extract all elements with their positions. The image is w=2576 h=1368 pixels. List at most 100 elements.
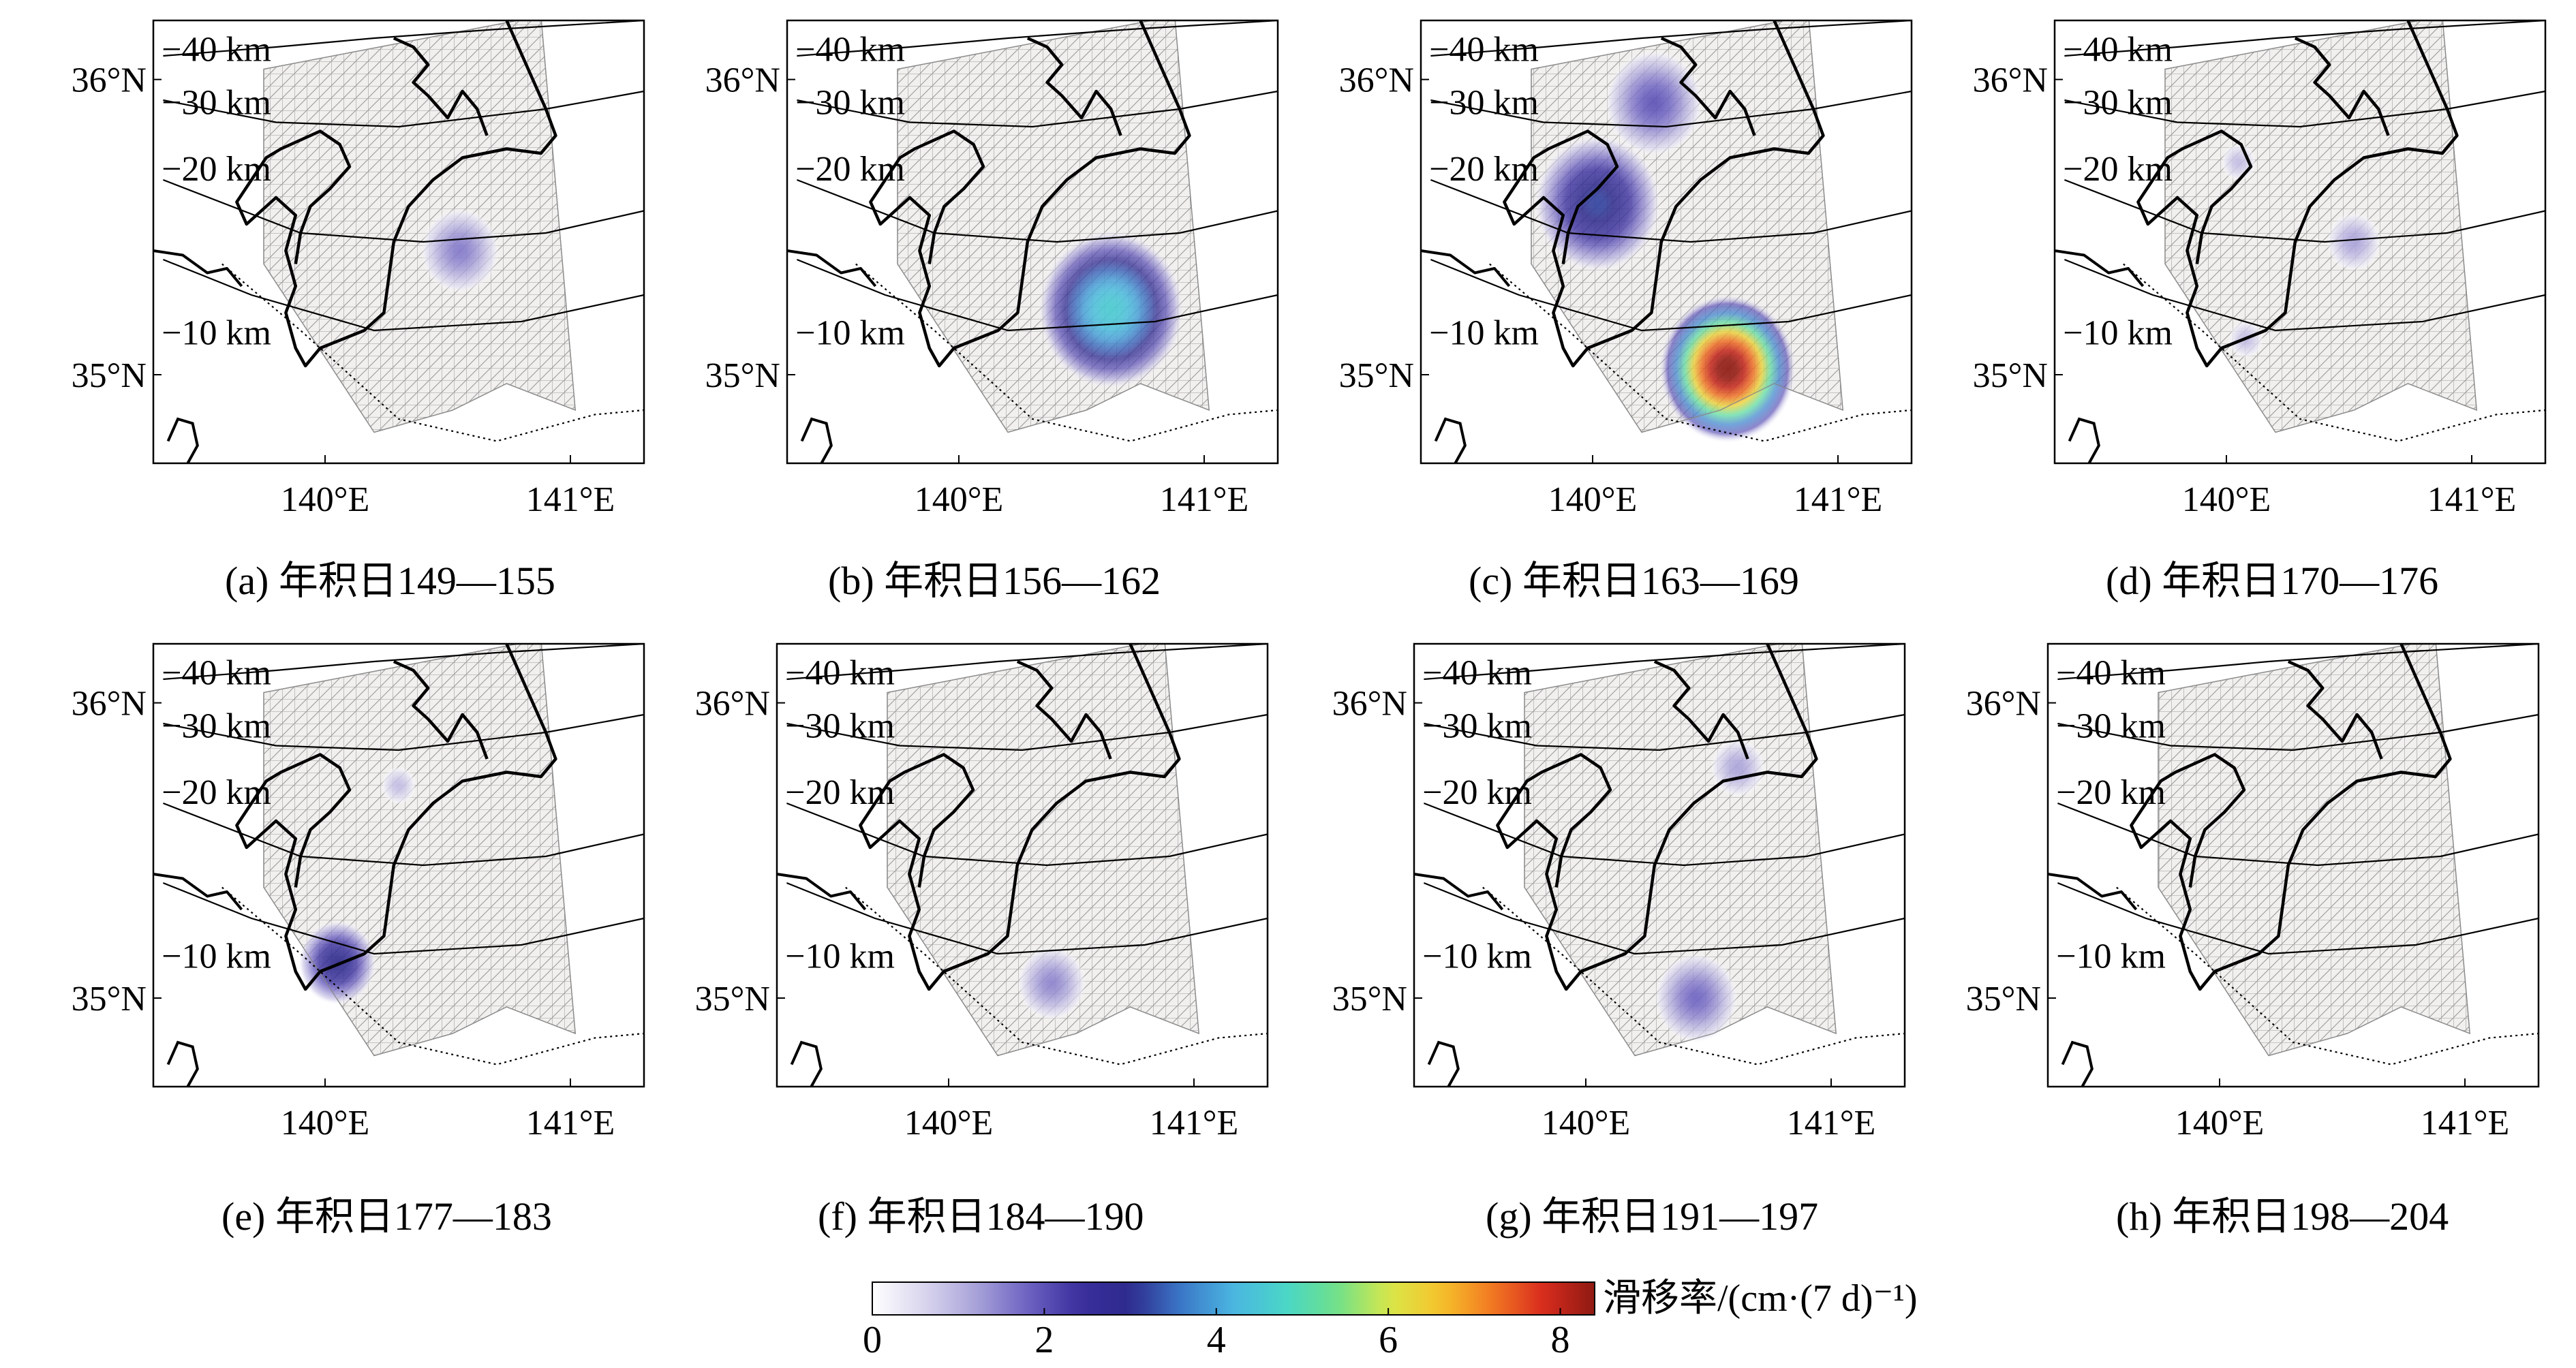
contour-label: −10 km bbox=[795, 314, 905, 353]
contour-label: −10 km bbox=[162, 937, 271, 976]
lat-tick-label: 36°N bbox=[1973, 61, 2048, 100]
lon-tick-label: 140°E bbox=[281, 480, 370, 519]
colorbar: 0 2 4 6 8 滑移率/(cm·(7 d)⁻¹) bbox=[863, 1277, 1918, 1361]
slip-patch bbox=[1654, 952, 1738, 1044]
lat-tick-label: 35°N bbox=[695, 980, 770, 1019]
contour-label: −10 km bbox=[1429, 314, 1539, 353]
lon-tick-label: 140°E bbox=[915, 480, 1004, 519]
caption-g: (g) 年积日191—197 bbox=[1486, 1194, 1819, 1239]
depth-contour bbox=[797, 90, 1278, 128]
contour-label: −40 km bbox=[2056, 654, 2166, 693]
lon-tick-label: 141°E bbox=[526, 1104, 615, 1142]
lon-tick-label: 140°E bbox=[2175, 1104, 2265, 1142]
contour-label: −40 km bbox=[1422, 654, 1532, 693]
slip-patch bbox=[381, 766, 416, 805]
contour-label: −20 km bbox=[162, 150, 271, 189]
contour-label: −20 km bbox=[162, 773, 271, 812]
depth-contour bbox=[786, 644, 1268, 681]
panel-h: −40 km −30 km −20 km −10 km 140°E 141°E 35°N 36… bbox=[1966, 642, 2540, 1142]
panel-b: −40 km −30 km −20 km −10 km 140°E 141°E 35°N 36… bbox=[705, 19, 1279, 519]
lat-tick-label: 36°N bbox=[1332, 685, 1407, 724]
lat-tick-label: 36°N bbox=[695, 685, 770, 724]
slip-patch bbox=[420, 208, 500, 294]
lat-tick-label: 36°N bbox=[1339, 61, 1414, 100]
panel-frame bbox=[776, 642, 1269, 1088]
contour-label: −30 km bbox=[162, 707, 271, 746]
depth-contour bbox=[1430, 20, 1912, 57]
depth-contour bbox=[163, 90, 644, 128]
colorbar-tick-label: 2 bbox=[1034, 1319, 1054, 1361]
depth-contour bbox=[797, 20, 1278, 57]
panel-f: −40 km −30 km −20 km −10 km 140°E 141°E 35°N 36… bbox=[695, 642, 1269, 1142]
slip-patch bbox=[1711, 739, 1765, 797]
lon-tick-label: 141°E bbox=[2421, 1104, 2510, 1142]
lon-tick-label: 141°E bbox=[1150, 1104, 1239, 1142]
contour-label: −10 km bbox=[2063, 314, 2173, 353]
contour-label: −10 km bbox=[162, 314, 271, 353]
coastline bbox=[2130, 644, 2452, 991]
contour-label: −30 km bbox=[785, 707, 895, 746]
depth-contour bbox=[163, 644, 644, 681]
panel-c: −40 km −30 km −20 km −10 km 140°E 141°E 35°N 36… bbox=[1339, 19, 1913, 519]
caption-e: (e) 年积日177—183 bbox=[221, 1194, 552, 1239]
contour-label: −30 km bbox=[1422, 707, 1532, 746]
panel-e: −40 km −30 km −20 km −10 km 140°E 141°E 35°N 36… bbox=[72, 642, 645, 1142]
contour-label: −40 km bbox=[2063, 31, 2173, 69]
contour-label: −20 km bbox=[795, 150, 905, 189]
depth-contour bbox=[786, 882, 1268, 955]
depth-contour bbox=[786, 713, 1268, 751]
panel-d: −40 km −30 km −20 km −10 km 140°E 141°E 35°N 36… bbox=[1973, 19, 2547, 519]
lat-tick-label: 35°N bbox=[705, 356, 780, 395]
colorbar-gradient bbox=[872, 1281, 1595, 1316]
lon-tick-label: 140°E bbox=[281, 1104, 370, 1142]
depth-contour bbox=[162, 882, 644, 955]
lon-tick-label: 141°E bbox=[526, 480, 615, 519]
depth-contour bbox=[163, 20, 644, 57]
depth-contour bbox=[2064, 20, 2545, 57]
lat-tick-label: 36°N bbox=[72, 61, 147, 100]
contour-label: −40 km bbox=[795, 31, 905, 69]
depth-contour bbox=[1430, 258, 1912, 332]
caption-a: (a) 年积日149—155 bbox=[225, 559, 555, 603]
panel-g: −40 km −30 km −20 km −10 km 140°E 141°E 35°N 36… bbox=[1332, 642, 1906, 1142]
panel-frame bbox=[152, 642, 645, 1088]
depth-contour bbox=[2057, 713, 2539, 751]
colorbar-tick-label: 0 bbox=[863, 1319, 882, 1361]
colorbar-label: 滑移率/(cm·(7 d)⁻¹) bbox=[1603, 1277, 1918, 1320]
panel-frame bbox=[2046, 642, 2540, 1088]
lon-tick-label: 140°E bbox=[904, 1104, 994, 1142]
depth-contour bbox=[1423, 882, 1905, 955]
caption-b: (b) 年积日156—162 bbox=[828, 559, 1161, 603]
depth-contour bbox=[162, 258, 644, 332]
coastline bbox=[1496, 644, 1818, 991]
coastline bbox=[1503, 20, 1825, 368]
contour-label: −20 km bbox=[2056, 773, 2166, 812]
panel-frame bbox=[1413, 642, 1906, 1088]
slip-patch bbox=[2221, 143, 2256, 181]
contour-label: −20 km bbox=[785, 773, 895, 812]
lon-tick-label: 140°E bbox=[1548, 480, 1638, 519]
caption-d: (d) 年积日170—176 bbox=[2106, 559, 2439, 603]
contour-label: −20 km bbox=[1429, 150, 1539, 189]
coastline bbox=[869, 20, 1191, 368]
contour-label: −30 km bbox=[2063, 84, 2173, 123]
caption-h: (h) 年积日198—204 bbox=[2116, 1194, 2449, 1239]
contour-label: −10 km bbox=[785, 937, 895, 976]
caption-c: (c) 年积日163—169 bbox=[1469, 559, 1799, 603]
lat-tick-label: 35°N bbox=[72, 980, 147, 1019]
lat-tick-label: 35°N bbox=[72, 356, 147, 395]
coastline bbox=[235, 644, 557, 991]
lon-tick-label: 141°E bbox=[1787, 1104, 1876, 1142]
depth-contour bbox=[2057, 644, 2539, 681]
slip-patch bbox=[298, 920, 377, 1006]
contour-label: −10 km bbox=[1422, 937, 1532, 976]
lat-tick-label: 36°N bbox=[72, 685, 147, 724]
slip-patch bbox=[1017, 946, 1086, 1021]
coastline bbox=[235, 20, 557, 368]
depth-contour bbox=[2064, 90, 2545, 128]
contour-label: −40 km bbox=[162, 31, 271, 69]
panels-group: −40 km −30 km −20 km −10 km 140°E 141°E 35°N 36… bbox=[72, 19, 2547, 1142]
lon-tick-label: 141°E bbox=[1160, 480, 1249, 519]
coastline bbox=[2136, 20, 2459, 368]
